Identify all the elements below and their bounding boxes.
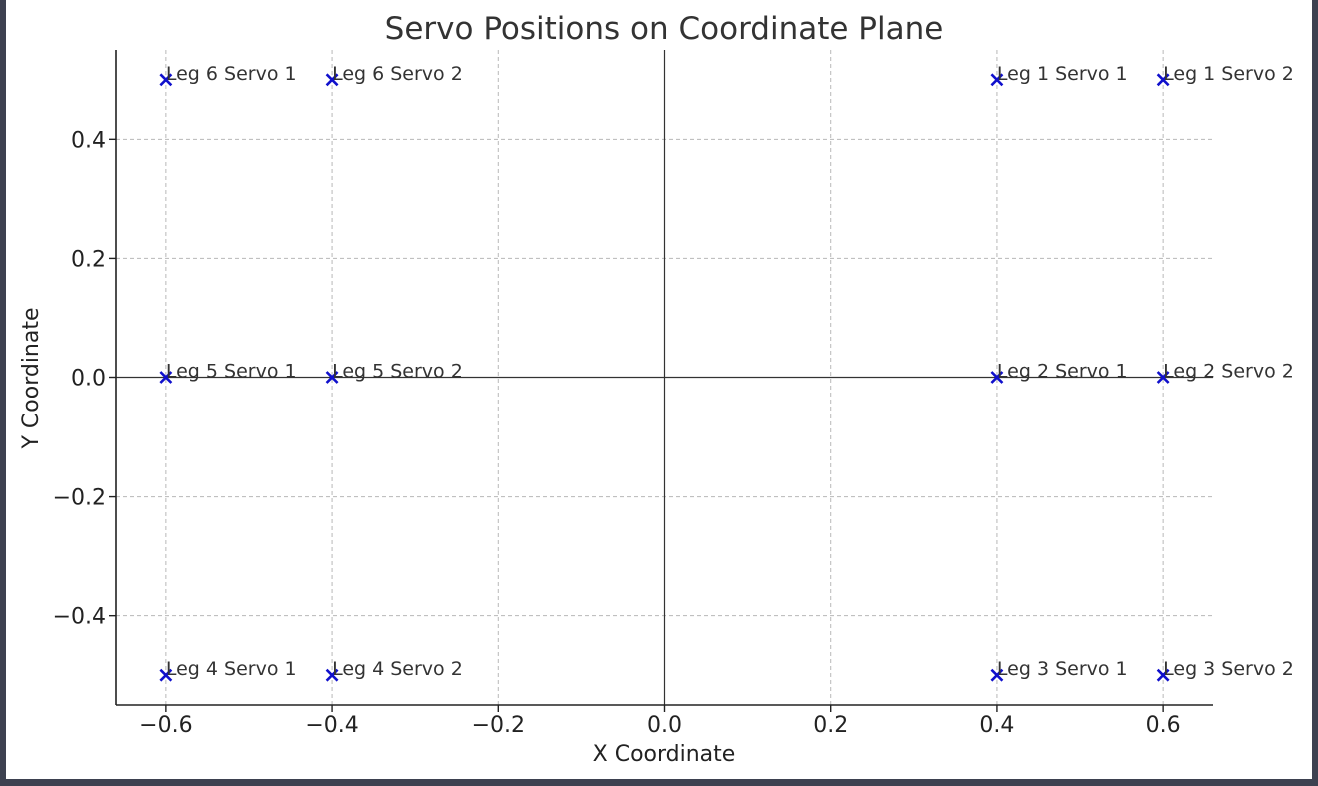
chart-frame — [6, 0, 1312, 779]
x-marker — [325, 73, 339, 87]
zero-axis-lines — [116, 50, 1213, 705]
point-label: Leg 2 Servo 1 — [997, 361, 1128, 383]
x-tick-label: 0.0 — [647, 713, 682, 738]
x-marker — [990, 73, 1004, 87]
data-point: Leg 3 Servo 2 — [1156, 658, 1294, 682]
x-tick-label: −0.2 — [472, 713, 525, 738]
x-marker — [990, 371, 1004, 384]
x-tick-label: −0.6 — [139, 713, 192, 738]
point-label: Leg 2 Servo 2 — [1163, 361, 1294, 383]
point-label: Leg 3 Servo 2 — [1163, 658, 1294, 680]
y-tick-label: 0.0 — [71, 367, 106, 392]
data-point: Leg 1 Servo 2 — [1156, 63, 1294, 87]
point-label: Leg 1 Servo 2 — [1163, 63, 1294, 85]
x-marker — [990, 668, 1004, 682]
y-tick-label: −0.4 — [53, 605, 106, 630]
data-point: Leg 5 Servo 1 — [159, 361, 297, 384]
point-label: Leg 4 Servo 2 — [332, 658, 463, 680]
data-point: Leg 3 Servo 1 — [990, 658, 1128, 682]
x-marker — [1156, 73, 1170, 87]
x-marker — [159, 668, 173, 682]
point-label: Leg 1 Servo 1 — [997, 63, 1128, 85]
x-tick-label: −0.4 — [305, 713, 358, 738]
x-marker — [1156, 371, 1170, 384]
point-label: Leg 5 Servo 2 — [332, 361, 463, 383]
data-point: Leg 5 Servo 2 — [325, 361, 463, 384]
data-point: Leg 4 Servo 1 — [159, 658, 297, 682]
data-point: Leg 4 Servo 2 — [325, 658, 463, 682]
x-marker — [159, 73, 173, 87]
data-point: Leg 6 Servo 1 — [159, 63, 297, 87]
y-axis-label: Y Coordinate — [19, 307, 44, 449]
data-point: Leg 2 Servo 1 — [990, 361, 1128, 384]
y-tick-label: 0.4 — [71, 128, 106, 153]
x-marker — [325, 371, 339, 384]
point-label: Leg 6 Servo 1 — [166, 63, 297, 85]
x-marker — [325, 668, 339, 682]
data-point: Leg 2 Servo 2 — [1156, 361, 1294, 384]
y-tick-label: 0.2 — [71, 247, 106, 272]
x-tick-label: 0.4 — [979, 713, 1014, 738]
axis-ticks: −0.6 −0.4 −0.2 0.0 0.2 0.4 0.6 −0.4 −0.2 0.0 0.2 0.… — [53, 128, 1181, 738]
point-label: Leg 6 Servo 2 — [332, 63, 463, 85]
data-point: Leg 6 Servo 2 — [325, 63, 463, 87]
point-label: Leg 5 Servo 1 — [166, 361, 297, 383]
data-point: Leg 1 Servo 1 — [990, 63, 1128, 87]
data-points: Leg 1 Servo 1 Leg 1 Servo 2 Leg 2 Servo 1 L… — [159, 63, 1294, 682]
x-tick-label: 0.6 — [1146, 713, 1181, 738]
x-marker — [159, 371, 173, 384]
x-axis-label: X Coordinate — [593, 742, 736, 767]
chart-title: Servo Positions on Coordinate Plane — [385, 11, 944, 47]
point-label: Leg 4 Servo 1 — [166, 658, 297, 680]
x-marker — [1156, 668, 1170, 682]
point-label: Leg 3 Servo 1 — [997, 658, 1128, 680]
x-tick-label: 0.2 — [813, 713, 848, 738]
y-tick-label: −0.2 — [53, 486, 106, 511]
